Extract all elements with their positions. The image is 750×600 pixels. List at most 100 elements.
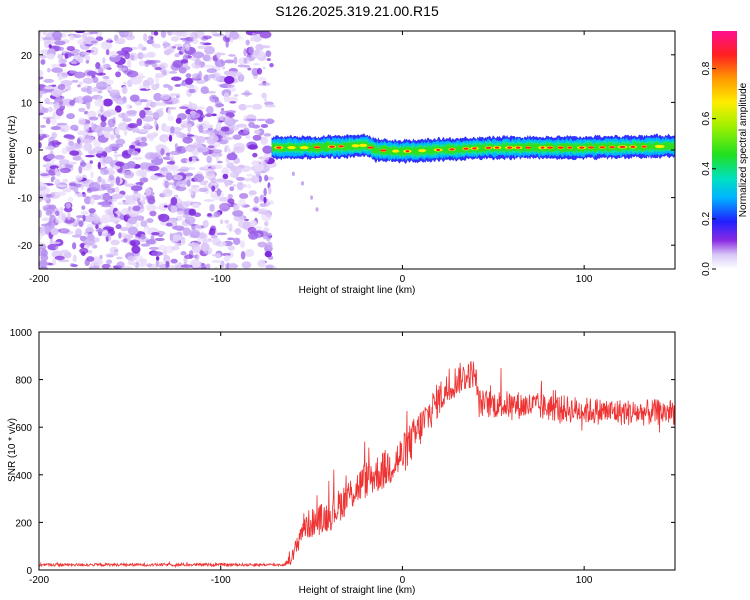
noise-blob	[246, 184, 252, 189]
noise-blob	[123, 129, 128, 136]
noise-blob	[88, 182, 101, 191]
noise-blob	[128, 205, 132, 211]
noise-blob	[154, 66, 163, 71]
noise-blob	[62, 178, 69, 184]
colorbar-ticks: 0.0 0.2 0.4 0.6 0.8	[701, 61, 716, 276]
noise-blob	[88, 208, 96, 214]
noise-blob	[102, 98, 113, 107]
noise-blob	[180, 251, 187, 256]
noise-blob	[206, 155, 213, 164]
noise-blob	[144, 122, 151, 130]
noise-blob	[259, 194, 265, 201]
colorbar-tick-label: 0.6	[701, 111, 712, 125]
noise-blob	[114, 156, 118, 161]
noise-blob	[153, 111, 161, 119]
noise-blob	[258, 175, 262, 183]
noise-blob	[186, 83, 195, 89]
noise-blob	[144, 107, 151, 111]
x-tick-label: 0	[400, 575, 406, 586]
noise-blob	[89, 196, 95, 205]
noise-blob	[83, 123, 90, 132]
noise-blob	[59, 207, 64, 211]
noise-blob	[47, 262, 54, 266]
noise-blob	[127, 123, 138, 129]
noise-blob	[205, 167, 216, 176]
noise-blob	[139, 177, 149, 183]
noise-blob	[39, 173, 50, 177]
noise-blob	[64, 163, 73, 169]
noise-blob	[115, 71, 122, 78]
noise-blob	[165, 222, 173, 227]
noise-blob	[210, 177, 217, 184]
noise-blob	[260, 123, 269, 128]
noise-blob	[212, 33, 225, 37]
noise-blob	[215, 178, 227, 183]
noise-blob	[52, 258, 57, 266]
noise-blob	[248, 190, 257, 196]
noise-blob	[133, 262, 137, 267]
noise-blob	[69, 150, 80, 156]
spectrogram-x-ticks: -200 -100 0 100	[29, 31, 593, 285]
noise-blob	[69, 99, 76, 106]
noise-blob	[97, 161, 102, 170]
noise-blob	[83, 143, 93, 152]
signal-core-red	[380, 149, 387, 152]
noise-blob	[198, 187, 209, 193]
noise-blob	[163, 205, 168, 208]
noise-blob	[80, 161, 87, 167]
noise-blob	[225, 224, 233, 229]
noise-blob	[214, 266, 219, 269]
noise-blob	[207, 127, 214, 131]
noise-blob	[54, 178, 61, 186]
noise-blob	[252, 34, 262, 42]
noise-blob	[140, 163, 145, 172]
noise-blob	[135, 181, 144, 186]
noise-blob	[268, 186, 272, 195]
noise-blob	[193, 173, 205, 183]
noise-blob	[85, 59, 90, 64]
noise-blob	[39, 141, 42, 149]
noise-blob	[263, 97, 267, 103]
noise-blob	[192, 260, 202, 268]
noise-blob	[61, 213, 67, 221]
y-tick-label: 20	[21, 51, 33, 62]
noise-blob	[131, 245, 141, 254]
noise-blob	[224, 144, 230, 151]
noise-blob	[130, 54, 135, 61]
noise-blob	[46, 53, 55, 60]
noise-blob	[170, 31, 181, 36]
snr-y-axis-label: SNR (10 * v/v)	[7, 418, 18, 482]
x-tick-label: 100	[576, 274, 593, 285]
noise-blob	[215, 103, 224, 108]
noise-blob	[102, 156, 113, 164]
noise-blob	[258, 156, 270, 161]
noise-blob	[134, 126, 139, 133]
noise-blob	[124, 215, 129, 223]
noise-blob	[53, 101, 61, 110]
noise-blob	[44, 107, 49, 113]
noise-blob	[51, 126, 62, 131]
noise-blob	[136, 118, 143, 127]
noise-blob	[89, 31, 98, 35]
noise-blob	[86, 162, 92, 169]
noise-blob	[210, 190, 215, 198]
noise-blob	[48, 44, 52, 48]
spectrogram-y-ticks: 20 10 0 -10 -20	[18, 51, 675, 252]
noise-blob	[145, 102, 149, 109]
noise-blob	[243, 48, 247, 57]
noise-blob	[122, 199, 126, 203]
noise-blob	[254, 226, 263, 232]
noise-blob	[228, 262, 238, 269]
noise-blob	[137, 43, 144, 50]
noise-blob	[140, 220, 148, 228]
noise-blob	[242, 64, 251, 68]
noise-blob	[83, 238, 96, 246]
noise-blob	[220, 260, 225, 268]
noise-blob	[207, 213, 212, 217]
signal-core-red	[588, 146, 594, 149]
noise-blob	[143, 197, 148, 201]
noise-blob	[73, 71, 86, 79]
noise-blob	[95, 36, 104, 41]
noise-blob	[190, 112, 201, 119]
noise-blob	[56, 184, 68, 188]
